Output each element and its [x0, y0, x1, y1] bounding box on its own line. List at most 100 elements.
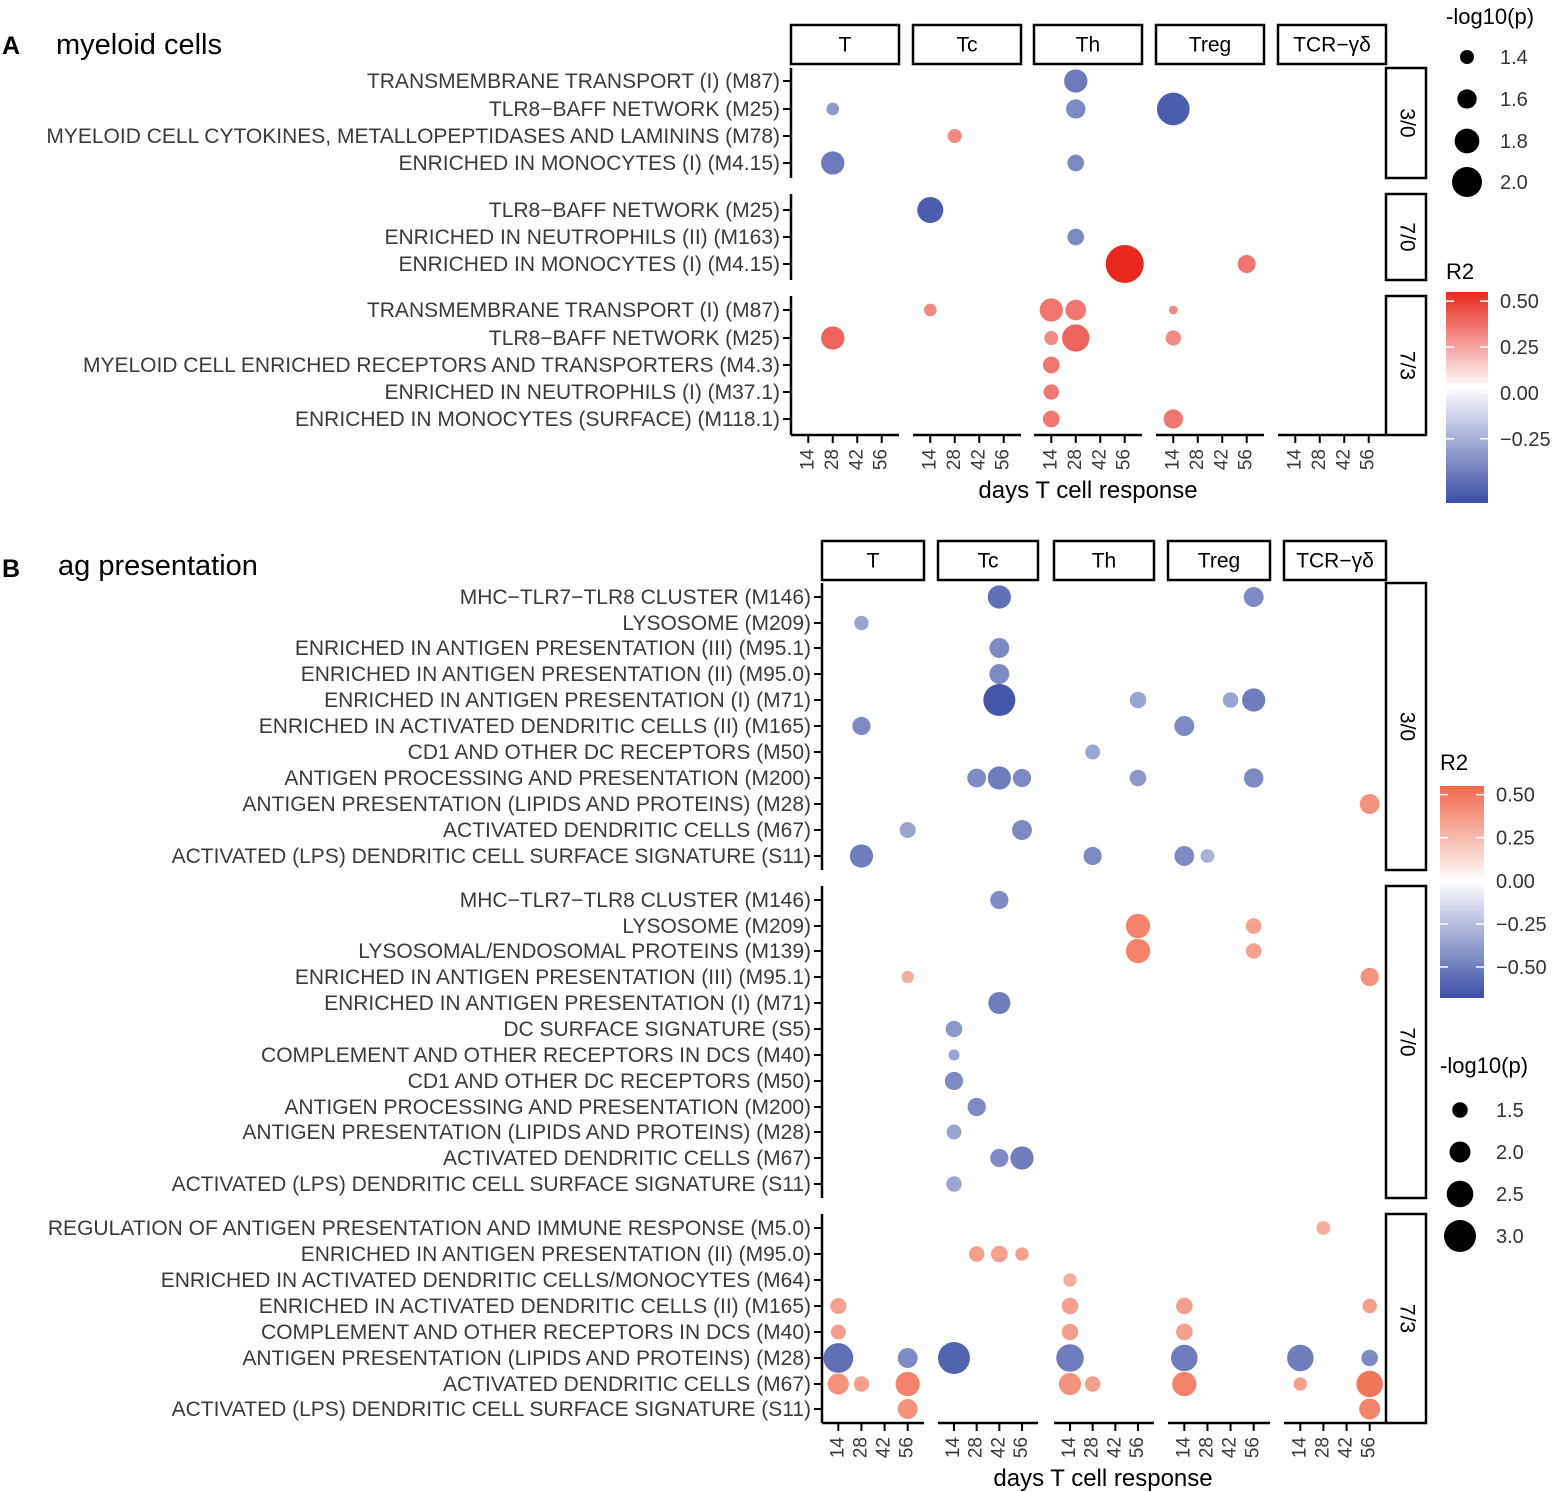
- x-tick-label: 28: [1065, 449, 1086, 470]
- size-legend-dot: [1452, 1102, 1468, 1118]
- size-legend-dot: [1460, 50, 1474, 64]
- data-point: [1125, 938, 1151, 964]
- module-label: LYSOSOME (M209): [622, 915, 811, 938]
- module-label: TRANSMEMBRANE TRANSPORT (I) (M87): [367, 299, 780, 322]
- data-point: [1200, 849, 1215, 863]
- data-point: [1039, 298, 1063, 322]
- data-point: [1243, 587, 1264, 607]
- color-legend-bar: [1446, 292, 1488, 503]
- data-point: [1105, 245, 1144, 283]
- data-point: [1163, 409, 1183, 429]
- data-point: [1015, 1247, 1029, 1261]
- data-point: [938, 1342, 970, 1374]
- x-tick-label: 28: [944, 449, 965, 470]
- data-point: [1125, 913, 1151, 939]
- x-axis-title: days T cell response: [993, 1465, 1212, 1492]
- module-label: ACTIVATED (LPS) DENDRITIC CELL SURFACE S…: [172, 1173, 811, 1196]
- panel-letter: A: [2, 32, 20, 60]
- data-point: [1174, 716, 1195, 736]
- color-legend-label: 0.50: [1496, 785, 1535, 807]
- data-point: [946, 1124, 962, 1140]
- module-label: CD1 AND OTHER DC RECEPTORS (M50): [408, 741, 811, 764]
- strip-label: Tc: [957, 34, 978, 57]
- data-point: [1359, 794, 1380, 814]
- x-tick-label: 56: [1127, 1437, 1148, 1458]
- data-point: [1084, 1376, 1101, 1392]
- strip-box: [911, 23, 1023, 66]
- panel-title: ag presentation: [58, 550, 258, 582]
- module-label: ANTIGEN PROCESSING AND PRESENTATION (M20…: [284, 1096, 811, 1119]
- data-point: [991, 1245, 1008, 1263]
- data-point: [1316, 1221, 1331, 1235]
- data-point: [1012, 820, 1032, 840]
- data-point: [1176, 1297, 1193, 1315]
- data-point: [1245, 918, 1262, 934]
- module-label: ENRICHED IN MONOCYTES (SURFACE) (M118.1): [295, 408, 780, 431]
- data-point: [853, 1376, 870, 1392]
- size-legend-dot: [1452, 167, 1482, 197]
- color-legend-bar: [1440, 786, 1484, 998]
- module-label: DC SURFACE SIGNATURE (S5): [503, 1018, 811, 1041]
- row-strip-label: 3/0: [1395, 712, 1418, 741]
- x-axis-title: days T cell response: [978, 477, 1197, 504]
- size-legend-dot: [1457, 89, 1477, 109]
- x-tick-label: 42: [1211, 449, 1232, 470]
- module-label: TLR8−BAFF NETWORK (M25): [489, 199, 780, 222]
- data-point: [988, 991, 1011, 1015]
- x-tick-label: 14: [1289, 1437, 1310, 1459]
- data-point: [989, 664, 1010, 684]
- data-point: [968, 1246, 985, 1262]
- data-point: [1361, 1349, 1378, 1367]
- module-label: ACTIVATED DENDRITIC CELLS (M67): [443, 1373, 811, 1396]
- strip-label: Treg: [1198, 550, 1240, 573]
- data-point: [830, 1297, 847, 1315]
- row-strip-label: 3/0: [1395, 108, 1418, 137]
- data-point: [895, 1371, 920, 1397]
- x-tick-label: 28: [1309, 449, 1330, 470]
- module-label: ENRICHED IN NEUTROPHILS (I) (M37.1): [384, 381, 780, 404]
- data-point: [1129, 691, 1147, 709]
- color-legend-label: −0.25: [1496, 914, 1547, 936]
- strip-box: [789, 23, 901, 66]
- strip-label: Tc: [978, 550, 999, 573]
- data-point: [1174, 846, 1195, 866]
- x-tick-label: 42: [1089, 449, 1110, 470]
- x-tick-label: 14: [943, 1437, 964, 1459]
- data-point: [1056, 1344, 1084, 1372]
- x-tick-label: 42: [874, 1437, 895, 1458]
- strip-box: [936, 539, 1040, 582]
- size-legend-label: 1.6: [1500, 89, 1528, 111]
- size-legend-label: 2.0: [1500, 172, 1528, 194]
- data-point: [1287, 1344, 1314, 1372]
- module-label: ENRICHED IN ACTIVATED DENDRITIC CELLS/MO…: [161, 1269, 811, 1292]
- module-label: COMPLEMENT AND OTHER RECEPTORS IN DCS (M…: [261, 1321, 811, 1344]
- data-point: [1172, 1371, 1197, 1397]
- data-point: [917, 197, 944, 223]
- data-point: [1356, 1370, 1383, 1398]
- x-tick-label: 14: [1162, 449, 1183, 471]
- x-tick-label: 28: [966, 1437, 987, 1458]
- row-strip-box: [1384, 1212, 1428, 1425]
- module-label: ENRICHED IN NEUTROPHILS (II) (M163): [384, 226, 780, 249]
- module-label: TLR8−BAFF NETWORK (M25): [489, 98, 780, 121]
- row-strip-box: [1384, 66, 1428, 180]
- data-point: [849, 844, 874, 868]
- data-point: [946, 1176, 962, 1192]
- x-tick-label: 28: [850, 1437, 871, 1458]
- data-point: [1359, 1398, 1381, 1420]
- x-tick-label: 42: [988, 1437, 1009, 1458]
- data-point: [1129, 769, 1147, 787]
- module-label: ANTIGEN PRESENTATION (LIPIDS AND PROTEIN…: [242, 1347, 811, 1370]
- x-tick-label: 14: [1040, 449, 1061, 471]
- module-label: REGULATION OF ANTIGEN PRESENTATION AND I…: [48, 1217, 811, 1240]
- panel-title: myeloid cells: [56, 29, 222, 61]
- size-legend-dot: [1454, 128, 1480, 154]
- row-strip-label: 7/0: [1395, 1027, 1418, 1056]
- data-point: [990, 1148, 1009, 1168]
- data-point: [1062, 324, 1090, 352]
- size-legend-label: 2.0: [1496, 1142, 1524, 1164]
- data-point: [1176, 1323, 1193, 1341]
- row-strip-box: [1384, 294, 1428, 437]
- x-tick-label: 42: [968, 449, 989, 470]
